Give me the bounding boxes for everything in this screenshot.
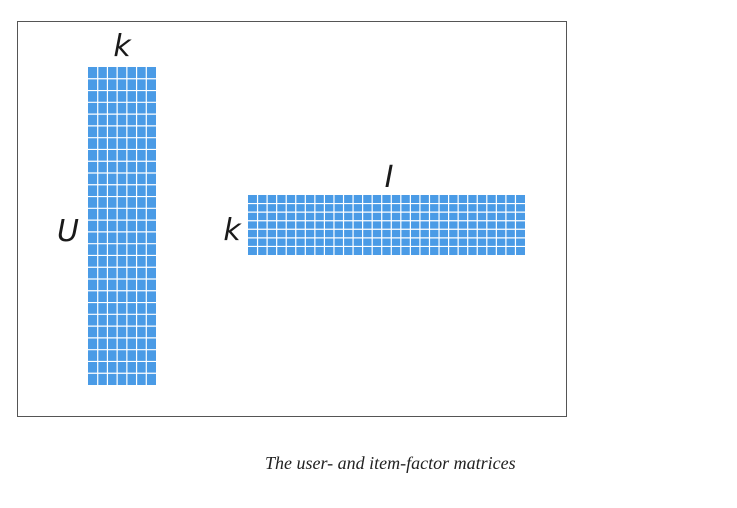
item-matrix-row-label: k <box>223 213 242 248</box>
figure-caption: The user- and item-factor matrices <box>265 453 516 473</box>
user-matrix-row-label: U <box>57 214 79 249</box>
user-matrix-col-label: k <box>113 29 132 64</box>
item-matrix-body <box>248 195 525 255</box>
item-factor-matrix <box>248 195 525 255</box>
item-matrix-col-label: I <box>385 160 394 195</box>
user-matrix-body <box>88 67 156 385</box>
user-factor-matrix <box>88 67 156 385</box>
